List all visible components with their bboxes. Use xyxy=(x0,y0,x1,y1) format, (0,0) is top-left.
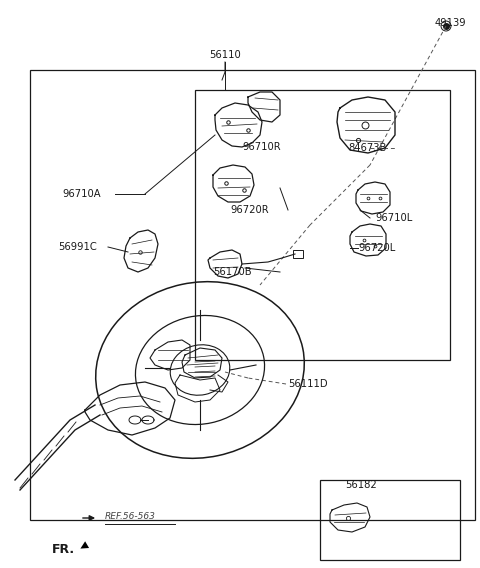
Text: 56991C: 56991C xyxy=(58,242,97,252)
Text: 96710R: 96710R xyxy=(242,142,281,152)
Text: 96720R: 96720R xyxy=(230,205,269,215)
Text: 49139: 49139 xyxy=(435,18,467,28)
Text: REF.56-563: REF.56-563 xyxy=(105,512,156,521)
Text: 56111D: 56111D xyxy=(288,379,328,389)
Text: 56182: 56182 xyxy=(345,480,377,490)
Text: 56170B: 56170B xyxy=(213,267,252,277)
Text: 96720L: 96720L xyxy=(358,243,395,253)
Bar xyxy=(293,250,303,258)
Bar xyxy=(30,70,475,520)
Bar xyxy=(195,90,450,360)
Text: 96710L: 96710L xyxy=(375,213,412,223)
Bar xyxy=(320,480,460,560)
Text: 84673B: 84673B xyxy=(348,143,386,153)
Text: FR.: FR. xyxy=(52,543,75,556)
Text: 56110: 56110 xyxy=(209,50,241,60)
Text: 96710A: 96710A xyxy=(62,189,101,199)
